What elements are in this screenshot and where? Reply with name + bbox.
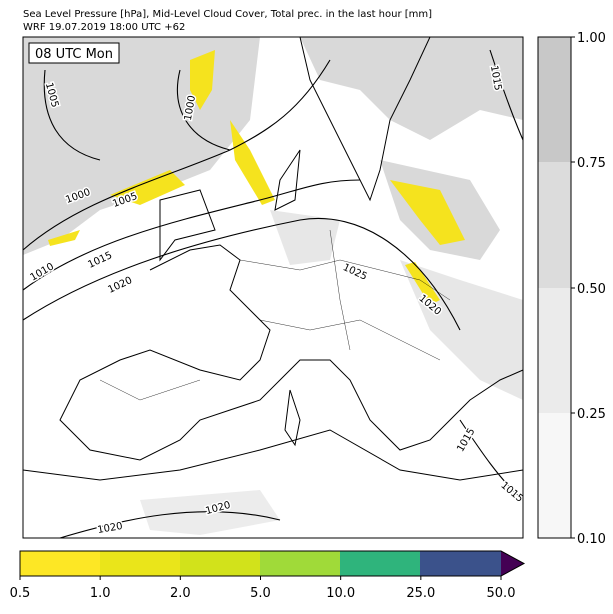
time-label: 08 UTC Mon (35, 47, 113, 62)
title-line: WRF 19.07.2019 18:00 UTC +62 (23, 22, 185, 33)
tick-label: 0.25 (577, 407, 606, 422)
tick-label: 0.75 (577, 156, 606, 171)
precipitation (48, 50, 465, 305)
title-line: Sea Level Pressure [hPa], Mid-Level Clou… (23, 9, 432, 20)
precip-colorbar: 0.5 1.0 2.0 5.0 10.0 25.0 50.0 (10, 550, 526, 601)
time-label-box (28, 42, 120, 64)
tick-label: 10.0 (326, 586, 355, 601)
tick-label: 25.0 (406, 586, 435, 601)
tick-label: 5.0 (250, 586, 271, 601)
tick-label: 1.0 (90, 586, 111, 601)
tick-label: 50.0 (487, 586, 516, 601)
tick-label: 1.00 (577, 31, 606, 46)
cloud-colorbar: 1.00 0.75 0.50 0.25 0.10 (537, 31, 606, 547)
tick-label: 0.10 (577, 532, 606, 547)
isobars (22, 49, 524, 539)
tick-label: 0.50 (577, 282, 606, 297)
tick-label: 0.5 (10, 586, 31, 601)
tick-label: 2.0 (170, 586, 191, 601)
coastlines (22, 36, 524, 481)
borders (99, 229, 451, 401)
map-frame (22, 36, 524, 539)
